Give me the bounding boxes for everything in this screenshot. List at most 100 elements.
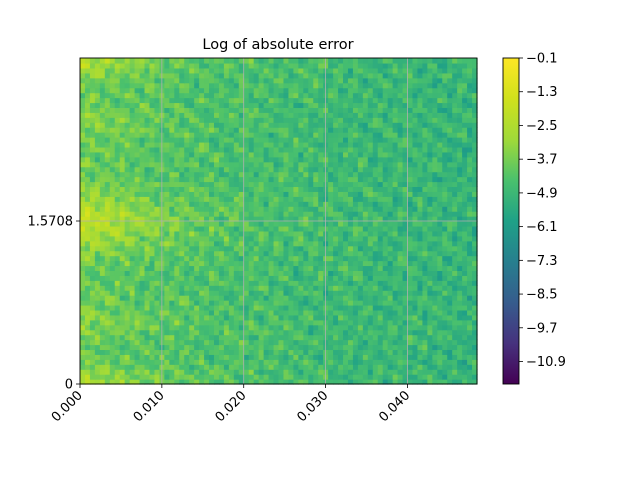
heatmap-cell — [209, 176, 215, 183]
heatmap-cell — [293, 364, 299, 370]
heatmap-cell — [238, 146, 245, 153]
heatmap-cell — [99, 374, 106, 380]
heatmap-cell — [149, 374, 156, 380]
heatmap-cell — [174, 102, 180, 108]
heatmap-cell — [427, 349, 433, 355]
heatmap-cell — [184, 127, 190, 133]
heatmap-cell — [184, 211, 190, 217]
heatmap-cell — [209, 265, 215, 271]
heatmap-cell — [189, 87, 195, 94]
heatmap-cell — [129, 324, 136, 331]
heatmap-cell — [402, 245, 409, 252]
heatmap-cell — [472, 137, 478, 143]
heatmap-cell — [313, 201, 319, 207]
heatmap-cell — [263, 369, 270, 375]
heatmap-cell — [258, 329, 265, 336]
heatmap-cell — [179, 221, 185, 227]
heatmap-cell — [223, 314, 230, 321]
heatmap-cell — [372, 166, 379, 173]
heatmap-cell — [467, 186, 473, 192]
heatmap-cell — [462, 374, 468, 380]
heatmap-cell — [392, 275, 399, 281]
heatmap-cell — [99, 122, 106, 128]
heatmap-cell — [452, 132, 458, 138]
heatmap-cell — [313, 354, 319, 360]
heatmap-cell — [382, 141, 389, 148]
heatmap-cell — [298, 97, 304, 104]
heatmap-cell — [109, 309, 116, 316]
heatmap-cell — [209, 240, 215, 247]
heatmap-cell — [99, 141, 106, 148]
heatmap-cell — [194, 161, 200, 168]
heatmap-cell — [238, 211, 245, 217]
heatmap-cell — [253, 181, 260, 188]
heatmap-cell — [89, 354, 96, 360]
heatmap-cell — [427, 314, 433, 321]
heatmap-cell — [99, 117, 106, 123]
heatmap-cell — [387, 230, 394, 237]
heatmap-cell — [303, 324, 309, 331]
heatmap-cell — [412, 216, 419, 222]
heatmap-cell — [119, 354, 126, 360]
heatmap-cell — [367, 364, 374, 370]
heatmap-cell — [377, 146, 384, 153]
heatmap-cell — [174, 107, 180, 113]
heatmap-cell — [84, 137, 91, 143]
heatmap-cell — [422, 285, 428, 291]
heatmap-cell — [437, 250, 443, 257]
heatmap-cell — [268, 141, 275, 148]
heatmap-cell — [209, 191, 215, 197]
heatmap-cell — [204, 300, 210, 306]
heatmap-cell — [89, 334, 96, 341]
heatmap-cell — [184, 72, 190, 79]
heatmap-cell — [467, 201, 473, 207]
heatmap-cell — [184, 132, 190, 138]
heatmap-cell — [357, 151, 364, 158]
heatmap-cell — [318, 171, 324, 178]
heatmap-cell — [84, 97, 91, 104]
heatmap-cell — [462, 344, 468, 351]
heatmap-cell — [253, 309, 260, 316]
heatmap-cell — [417, 260, 424, 267]
heatmap-cell — [174, 344, 180, 351]
heatmap-cell — [397, 161, 404, 168]
heatmap-cell — [94, 171, 101, 178]
heatmap-cell — [422, 235, 428, 242]
heatmap-cell — [338, 181, 344, 188]
heatmap-cell — [184, 141, 190, 148]
heatmap-cell — [213, 364, 220, 370]
heatmap-cell — [134, 196, 141, 202]
heatmap-cell — [253, 166, 260, 173]
heatmap-cell — [189, 280, 195, 286]
heatmap-cell — [357, 146, 364, 153]
heatmap-cell — [119, 364, 126, 370]
heatmap-cell — [89, 319, 96, 326]
heatmap-cell — [248, 186, 255, 192]
heatmap-cell — [169, 230, 175, 237]
heatmap-cell — [134, 285, 141, 291]
heatmap-cell — [462, 166, 468, 173]
heatmap-cell — [402, 146, 409, 153]
heatmap-cell — [154, 235, 160, 242]
heatmap-cell — [164, 196, 170, 202]
heatmap-cell — [80, 102, 86, 108]
heatmap-cell — [442, 151, 448, 158]
heatmap-cell — [184, 290, 190, 296]
heatmap-cell — [382, 102, 389, 108]
heatmap-cell — [228, 230, 235, 237]
heatmap-cell — [109, 127, 116, 133]
heatmap-cell — [209, 300, 215, 306]
heatmap-cell — [367, 82, 374, 89]
heatmap-cell — [273, 245, 280, 252]
heatmap-cell — [89, 137, 96, 143]
heatmap-cell — [362, 265, 369, 271]
heatmap-cell — [189, 369, 195, 375]
heatmap-cell — [352, 87, 359, 94]
heatmap-cell — [432, 369, 438, 375]
heatmap-cell — [184, 186, 190, 192]
heatmap-cell — [124, 176, 131, 183]
heatmap-cell — [109, 107, 116, 113]
heatmap-cell — [462, 285, 468, 291]
heatmap-cell — [104, 240, 111, 247]
heatmap-cell — [432, 171, 438, 178]
